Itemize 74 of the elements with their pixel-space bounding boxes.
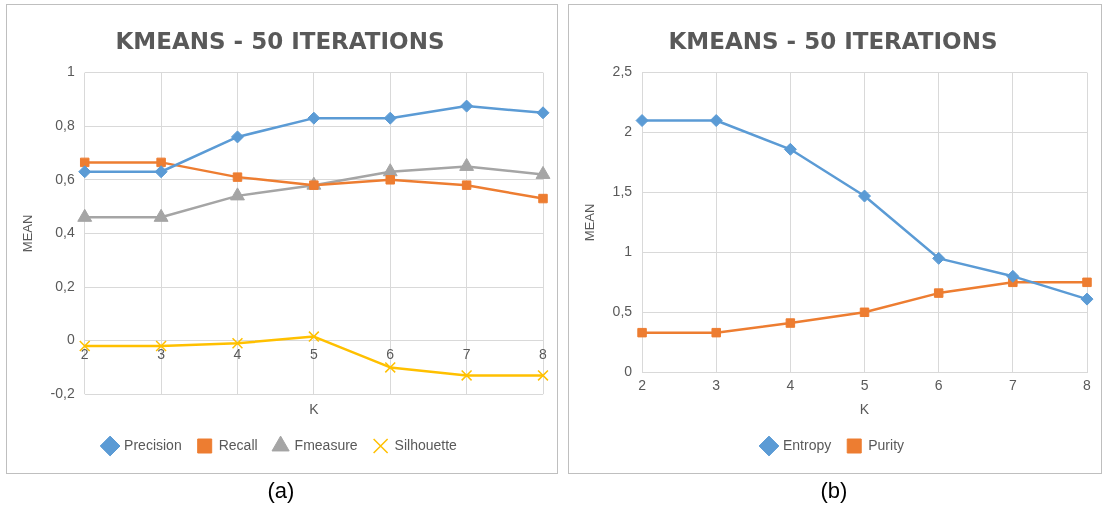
x-tick-label: 8 bbox=[1083, 377, 1092, 394]
y-tick-label: 1 bbox=[66, 63, 75, 80]
y-tick-label: -0,2 bbox=[50, 385, 75, 402]
point bbox=[933, 288, 944, 298]
x-tick-label: 7 bbox=[462, 345, 471, 362]
legend-label: Fmeasure bbox=[294, 436, 358, 453]
point bbox=[460, 369, 473, 382]
y-tick-label: 2,5 bbox=[612, 63, 633, 80]
y-tick-label: 0,6 bbox=[55, 170, 75, 187]
point bbox=[1080, 292, 1094, 306]
x-tick-label: 3 bbox=[157, 345, 166, 362]
x-tick-label: 2 bbox=[80, 345, 89, 362]
point bbox=[231, 337, 244, 349]
y-axis-title: MEAN bbox=[582, 203, 598, 242]
x-tick-label: 3 bbox=[712, 377, 721, 394]
y-tick-label: 0 bbox=[624, 363, 633, 380]
point bbox=[785, 318, 796, 328]
point bbox=[858, 189, 872, 203]
y-tick-label: 0,5 bbox=[612, 303, 633, 320]
chart-title: KMEANS - 50 ITERATIONS bbox=[115, 27, 445, 54]
point bbox=[230, 130, 244, 144]
y-tick-label: 0 bbox=[66, 331, 75, 348]
point bbox=[308, 330, 320, 343]
point bbox=[460, 99, 474, 113]
x-tick-label: 6 bbox=[934, 377, 943, 394]
x-tick-label: 5 bbox=[309, 345, 318, 362]
legend-label: Purity bbox=[868, 436, 905, 453]
x-tick-label: 7 bbox=[1008, 377, 1017, 394]
x-axis-title: K bbox=[859, 401, 870, 418]
x-tick-label: 5 bbox=[860, 377, 869, 394]
y-tick-label: 2 bbox=[624, 123, 633, 140]
point bbox=[932, 251, 946, 265]
point bbox=[383, 111, 397, 125]
x-tick-label: 8 bbox=[539, 345, 548, 362]
point bbox=[1006, 269, 1020, 283]
point bbox=[1082, 277, 1092, 288]
legend-label: Entropy bbox=[782, 436, 832, 453]
y-tick-label: 1,5 bbox=[612, 183, 633, 200]
x-tick-label: 6 bbox=[386, 345, 395, 362]
y-tick-label: 1 bbox=[624, 243, 633, 260]
text: (b) bbox=[819, 478, 849, 504]
point bbox=[79, 157, 90, 168]
legend-label: Precision bbox=[124, 436, 182, 453]
point bbox=[783, 142, 797, 156]
point bbox=[637, 327, 647, 338]
point bbox=[156, 157, 166, 168]
text: (a) bbox=[266, 478, 296, 504]
x-tick-label: 4 bbox=[786, 377, 795, 394]
x-tick-label: 4 bbox=[233, 345, 242, 362]
y-tick-label: 0,8 bbox=[55, 117, 75, 134]
point bbox=[635, 114, 649, 128]
point bbox=[154, 165, 168, 179]
point bbox=[461, 180, 472, 190]
point bbox=[384, 361, 396, 374]
legend-label: Silhouette bbox=[394, 436, 458, 453]
chart-title: KMEANS - 50 ITERATIONS bbox=[668, 27, 998, 54]
point bbox=[307, 111, 321, 125]
point bbox=[711, 327, 721, 338]
y-axis-title: MEAN bbox=[20, 214, 36, 253]
point bbox=[859, 307, 870, 318]
point bbox=[538, 193, 548, 204]
point bbox=[232, 172, 243, 182]
point bbox=[230, 187, 245, 201]
point bbox=[382, 163, 398, 177]
y-tick-label: 0,2 bbox=[55, 277, 75, 294]
x-tick-label: 2 bbox=[638, 377, 647, 394]
x-axis-title: K bbox=[309, 401, 320, 418]
y-tick-label: 0,4 bbox=[55, 224, 75, 241]
point bbox=[385, 175, 395, 185]
point bbox=[78, 165, 92, 179]
point bbox=[536, 106, 550, 120]
point bbox=[709, 114, 723, 128]
legend-label: Recall bbox=[218, 436, 258, 453]
point bbox=[537, 369, 549, 382]
